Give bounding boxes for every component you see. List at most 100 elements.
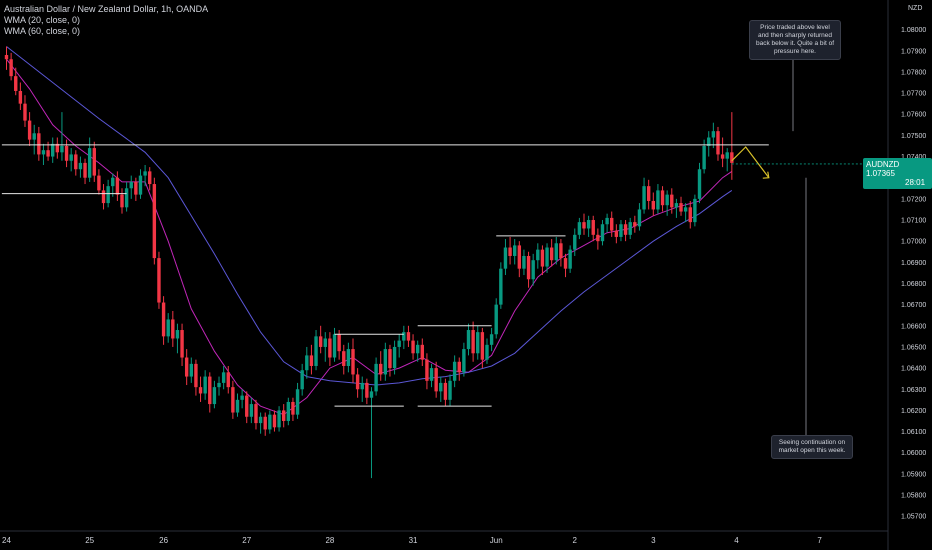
x-tick-label: 24 (2, 536, 11, 545)
candle (628, 217, 632, 240)
candle (208, 372, 212, 413)
candle-body (295, 389, 300, 415)
candle-body (328, 338, 332, 358)
candle-body (549, 247, 554, 261)
candle (268, 410, 272, 434)
candle (697, 162, 702, 204)
candle-body (254, 404, 258, 424)
wma20-legend[interactable]: WMA (20, close, 0) (4, 15, 81, 25)
candle (78, 156, 83, 178)
candle (231, 380, 235, 419)
candle (476, 325, 480, 360)
candle-body (120, 194, 124, 208)
candle-body (452, 361, 457, 381)
candle-body (217, 382, 221, 388)
candle-body (563, 258, 568, 269)
annotation-callout-top[interactable]: Price traded above level and then sharpl… (749, 20, 841, 60)
candle (651, 192, 655, 216)
symbol-title[interactable]: Australian Dollar / New Zealand Dollar, … (4, 4, 209, 14)
candle (411, 334, 415, 360)
candle (337, 330, 341, 360)
candle (305, 346, 309, 379)
y-tick-label: 1.06600 (901, 323, 926, 330)
candle-body (286, 401, 291, 421)
candle (111, 173, 115, 197)
candle-body (208, 376, 212, 405)
candle-body (360, 382, 364, 390)
candle (161, 296, 166, 345)
y-tick-label: 1.07200 (901, 196, 926, 203)
candle-body (231, 387, 235, 413)
candle-body (443, 382, 448, 400)
y-tick-label: 1.06300 (901, 387, 926, 394)
candle (577, 217, 582, 240)
candle (4, 46, 9, 70)
candle-body (64, 145, 69, 161)
candle (545, 243, 549, 273)
candle (693, 194, 697, 227)
candle-body (503, 247, 508, 269)
candle-body (124, 188, 129, 208)
candle-body (245, 395, 249, 417)
candle-body (323, 338, 327, 347)
candle-body (577, 222, 582, 235)
time-axis: 24 25 26 27 28 31 Jun 2 3 4 7 (2, 536, 822, 545)
candle (355, 368, 360, 398)
candle (660, 186, 665, 212)
candle-body (369, 391, 374, 398)
candle (152, 177, 157, 265)
candle-body (83, 162, 87, 178)
y-tick-label: 1.06100 (901, 429, 926, 436)
candle-body (69, 154, 73, 161)
candle (41, 143, 46, 166)
wma60-legend[interactable]: WMA (60, close, 0) (4, 26, 81, 36)
candle (397, 334, 401, 358)
candle-body (74, 154, 78, 170)
candle (221, 365, 226, 390)
candles (4, 46, 734, 479)
candle-body (291, 401, 295, 415)
candle-body (660, 190, 665, 206)
candle (637, 203, 642, 231)
candle (536, 243, 540, 269)
candle (272, 410, 277, 432)
candle (115, 171, 120, 201)
candle-body (180, 330, 184, 358)
candle (92, 141, 96, 182)
candle-body (707, 137, 711, 146)
candle-body (415, 344, 420, 354)
candle-body (346, 349, 351, 366)
price-axis: 1.05700 1.05800 1.05900 1.06000 1.06100 1.062… (901, 27, 926, 521)
candle (720, 137, 725, 168)
candle-body (27, 120, 32, 140)
y-tick-label: 1.06200 (901, 408, 926, 415)
candle-body (351, 349, 355, 375)
candle-body (148, 171, 152, 185)
candle (670, 188, 674, 214)
projection-path (731, 146, 770, 179)
candle (448, 374, 452, 407)
candle-body (499, 268, 503, 305)
candle (600, 220, 605, 246)
candle (679, 196, 683, 216)
candle-body (476, 332, 480, 354)
annotation-callout-bottom[interactable]: Seeing continuation on market open this … (771, 435, 853, 459)
candle-body (693, 198, 697, 223)
y-tick-label: 1.06700 (901, 302, 926, 309)
candle (189, 357, 193, 383)
candle (674, 198, 679, 218)
candle-body (55, 143, 60, 153)
candle (286, 397, 291, 426)
candle-body (235, 399, 240, 413)
candle-body (152, 184, 157, 259)
candle (240, 389, 244, 409)
candle (563, 253, 568, 278)
candle (591, 215, 595, 242)
candle (503, 239, 508, 276)
candle (291, 397, 295, 421)
candle-body (300, 370, 304, 390)
candle-body (600, 224, 605, 242)
candle (342, 344, 346, 375)
candle (707, 131, 711, 157)
